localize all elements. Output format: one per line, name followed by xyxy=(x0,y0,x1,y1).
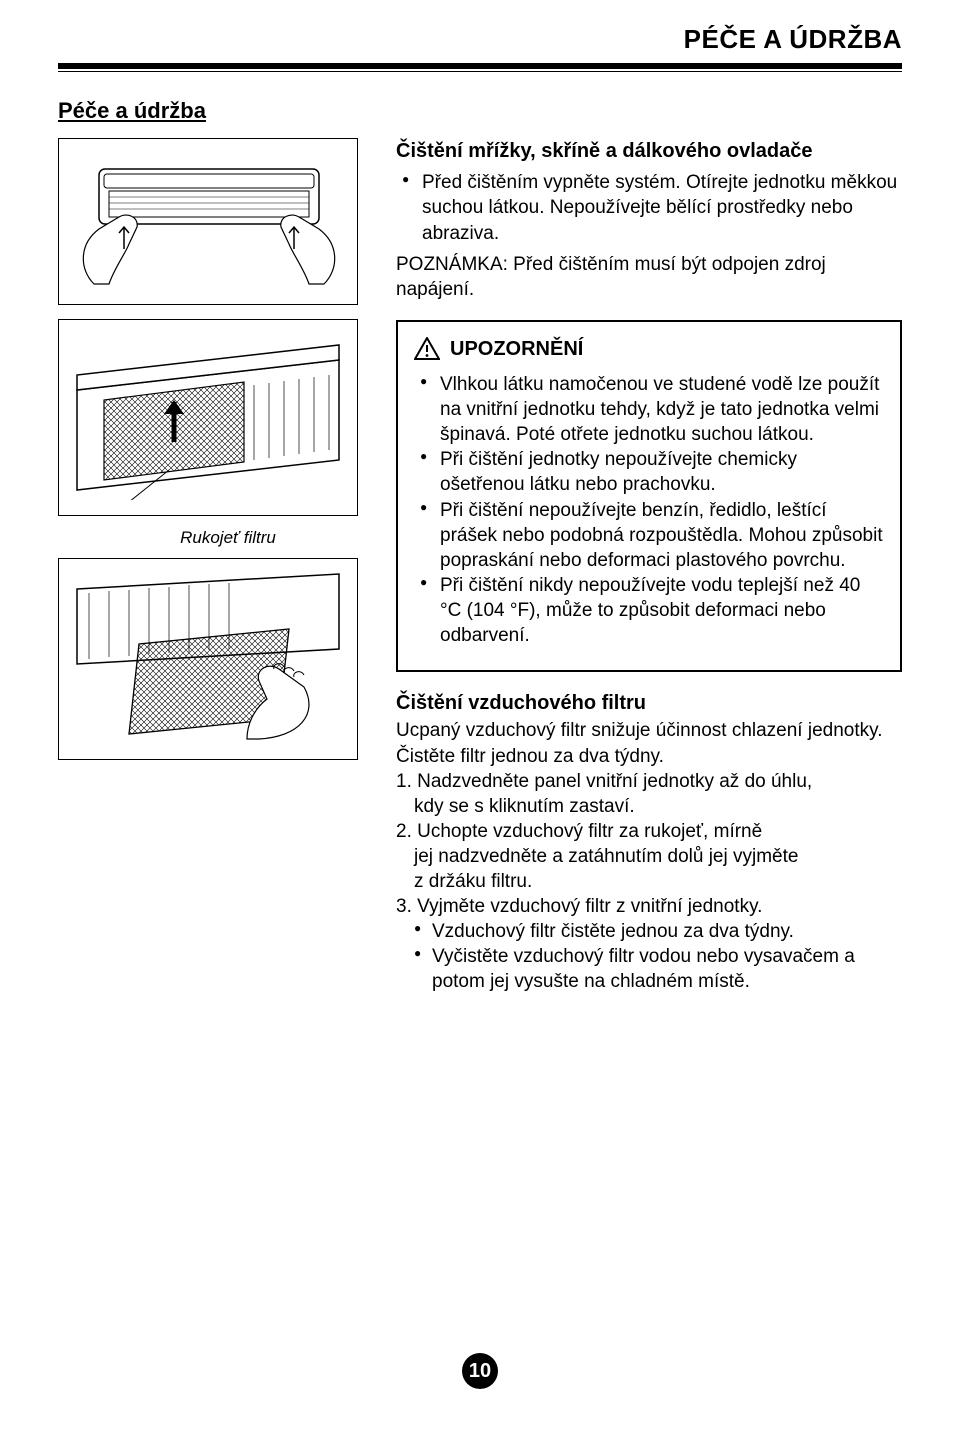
step-3-text: Vyjměte vzduchový filtr z vnitřní jednot… xyxy=(417,896,762,917)
figure-2-caption: Rukojeť filtru xyxy=(88,528,368,548)
filter-step-1: 1. Nadzvedněte panel vnitřní jednotky až… xyxy=(396,769,902,819)
intro-note: POZNÁMKA: Před čištěním musí být odpojen… xyxy=(396,252,902,302)
step-2-cont-1: jej nadzvedněte a zatáhnutím dolů jej vy… xyxy=(396,844,902,869)
intro-heading: Čištění mřížky, skříně a dálkového ovlad… xyxy=(396,138,902,164)
figure-2-svg xyxy=(69,330,349,500)
filter-intro: Ucpaný vzduchový filtr snižuje účinnost … xyxy=(396,718,902,768)
warning-bullets: Vlhkou látku namočenou ve studené vodě l… xyxy=(414,372,884,648)
header-rule-thick xyxy=(58,63,902,69)
step-3-sub-1: Vzduchový filtr čistěte jednou za dva tý… xyxy=(396,919,902,944)
step-2-cont-2: z držáku filtru. xyxy=(396,869,902,894)
step-3-num: 3. xyxy=(396,896,412,917)
warning-bullet-4: Při čištění nikdy nepoužívejte vodu tepl… xyxy=(414,573,884,648)
figure-2 xyxy=(58,319,358,516)
page-number: 10 xyxy=(462,1353,498,1389)
warning-bullet-1: Vlhkou látku namočenou ve studené vodě l… xyxy=(414,372,884,447)
intro-bullets: Před čištěním vypněte systém. Otírejte j… xyxy=(396,170,902,245)
figure-3 xyxy=(58,558,358,760)
page-header: PÉČE A ÚDRŽBA xyxy=(0,0,960,63)
step-1-num: 1. xyxy=(396,771,412,792)
warning-box: UPOZORNĚNÍ Vlhkou látku namočenou ve stu… xyxy=(396,320,902,672)
figure-3-svg xyxy=(69,569,349,744)
filter-steps: 1. Nadzvedněte panel vnitřní jednotky až… xyxy=(396,769,902,995)
content-wrap: Rukojeť filtru xyxy=(0,124,960,994)
left-column: Rukojeť filtru xyxy=(58,138,368,994)
right-column: Čištění mřížky, skříně a dálkového ovlad… xyxy=(396,138,902,994)
step-3-subbullets: Vzduchový filtr čistěte jednou za dva tý… xyxy=(396,919,902,994)
step-3-sub-2: Vyčistěte vzduchový filtr vodou nebo vys… xyxy=(396,944,902,994)
filter-step-2: 2. Uchopte vzduchový filtr za rukojeť, m… xyxy=(396,819,902,894)
warning-heading: UPOZORNĚNÍ xyxy=(414,336,884,362)
intro-bullet-1: Před čištěním vypněte systém. Otírejte j… xyxy=(396,170,902,245)
figure-1 xyxy=(58,138,358,305)
warning-bullet-3: Při čištění nepoužívejte benzín, ředidlo… xyxy=(414,498,884,573)
header-rule-thin xyxy=(58,71,902,72)
step-2-text: Uchopte vzduchový filtr za rukojeť, mírn… xyxy=(417,821,762,842)
warning-icon xyxy=(414,337,440,361)
step-2-num: 2. xyxy=(396,821,412,842)
figure-1-svg xyxy=(69,149,349,289)
warning-bullet-2: Při čištění jednotky nepoužívejte chemic… xyxy=(414,447,884,497)
filter-step-3: 3. Vyjměte vzduchový filtr z vnitřní jed… xyxy=(396,894,902,994)
step-1-text: Nadzvedněte panel vnitřní jednotky až do… xyxy=(417,771,812,792)
step-1-cont-1: kdy se s kliknutím zastaví. xyxy=(396,794,902,819)
warning-label: UPOZORNĚNÍ xyxy=(450,336,583,362)
filter-heading: Čištění vzduchového filtru xyxy=(396,690,902,716)
section-title: Péče a údržba xyxy=(58,98,960,124)
